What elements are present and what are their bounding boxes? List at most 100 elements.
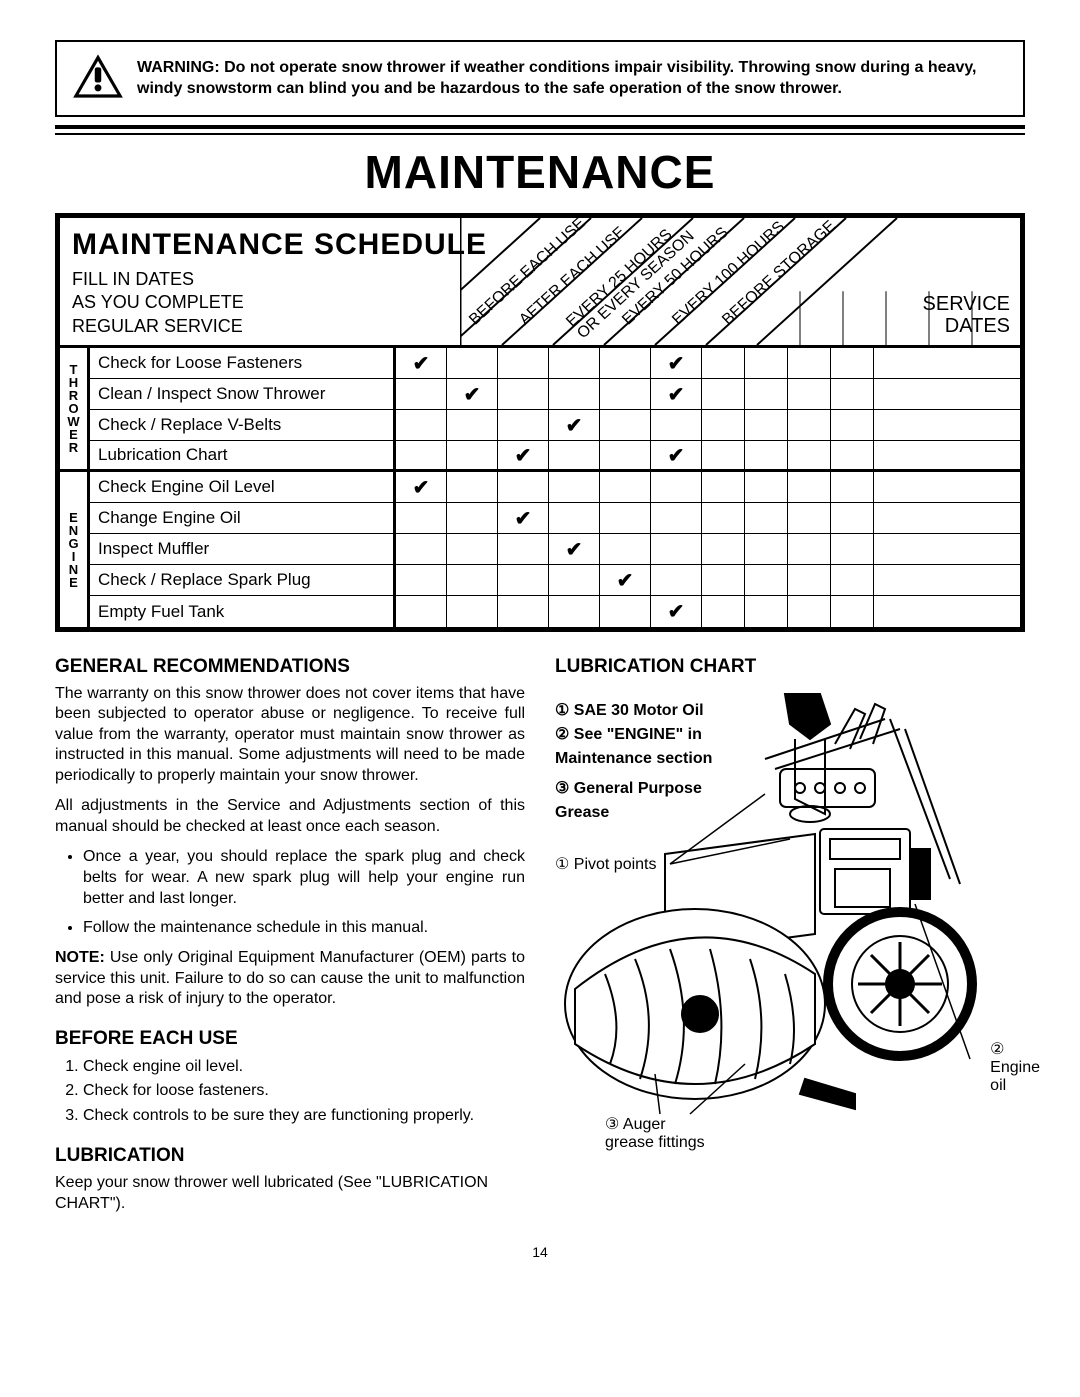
schedule-cell <box>600 348 651 378</box>
lubrication-diagram: ① SAE 30 Motor Oil ② See "ENGINE" in Mai… <box>555 684 1025 1164</box>
service-dates-label: SERVICE DATES <box>923 293 1010 337</box>
snow-thrower-icon <box>555 684 1025 1164</box>
schedule-cell <box>651 410 702 440</box>
task-label: Inspect Muffler <box>90 534 396 564</box>
beu-item-3: Check controls to be sure they are funct… <box>83 1105 525 1127</box>
horizontal-rule <box>55 125 1025 135</box>
schedule-cell <box>549 534 600 564</box>
task-label: Empty Fuel Tank <box>90 596 396 627</box>
schedule-header: MAINTENANCE SCHEDULE FILL IN DATES AS YO… <box>60 218 1020 348</box>
schedule-cell <box>549 379 600 409</box>
service-date-cell <box>788 441 831 469</box>
table-row: Change Engine Oil <box>90 503 1020 534</box>
schedule-cell <box>498 348 549 378</box>
service-date-cell <box>745 472 788 502</box>
schedule-cell <box>651 596 702 627</box>
schedule-cell <box>396 472 447 502</box>
service-date-cell <box>788 503 831 533</box>
service-date-cell <box>788 534 831 564</box>
service-date-cell <box>831 410 874 440</box>
schedule-cell <box>498 472 549 502</box>
lubrication-chart-heading: LUBRICATION CHART <box>555 656 1025 678</box>
task-label: Check / Replace V-Belts <box>90 410 396 440</box>
schedule-cell <box>396 379 447 409</box>
warning-triangle-icon <box>71 52 125 105</box>
category-column: THROWER ENGINE <box>60 348 90 627</box>
schedule-cell <box>447 534 498 564</box>
service-date-cell <box>745 348 788 378</box>
lubrication-p: Keep your snow thrower well lubricated (… <box>55 1173 525 1214</box>
maintenance-schedule-table: MAINTENANCE SCHEDULE FILL IN DATES AS YO… <box>55 213 1025 632</box>
schedule-cell <box>396 410 447 440</box>
cat-thrower: THROWER <box>60 348 87 472</box>
page-title: MAINTENANCE <box>55 145 1025 199</box>
service-date-cell <box>831 534 874 564</box>
service-date-cell <box>831 503 874 533</box>
schedule-cell <box>447 596 498 627</box>
schedule-cell <box>600 534 651 564</box>
warning-body: Do not operate snow thrower if weather c… <box>137 59 977 97</box>
schedule-subtitle: FILL IN DATES AS YOU COMPLETE REGULAR SE… <box>72 268 244 338</box>
right-column: LUBRICATION CHART ① SAE 30 Motor Oil ② S… <box>555 656 1025 1224</box>
note-text: Use only Original Equipment Manufacturer… <box>55 949 525 1007</box>
cat-engine: ENGINE <box>60 472 87 627</box>
schedule-cell <box>498 410 549 440</box>
table-row: Check / Replace V-Belts <box>90 410 1020 441</box>
schedule-cell <box>447 441 498 469</box>
warning-lead: WARNING: <box>137 59 220 76</box>
table-row: Check Engine Oil Level <box>90 472 1020 503</box>
general-p2: All adjustments in the Service and Adjus… <box>55 796 525 837</box>
schedule-cell <box>600 410 651 440</box>
schedule-cell <box>549 472 600 502</box>
schedule-cell <box>600 565 651 595</box>
beu-item-2: Check for loose fasteners. <box>83 1080 525 1102</box>
service-date-cell <box>831 379 874 409</box>
warning-box: WARNING: Do not operate snow thrower if … <box>55 40 1025 117</box>
schedule-cell <box>498 596 549 627</box>
schedule-cell <box>447 410 498 440</box>
bullet-2: Follow the maintenance schedule in this … <box>83 918 525 939</box>
schedule-cell <box>447 565 498 595</box>
left-column: GENERAL RECOMMENDATIONS The warranty on … <box>55 656 525 1224</box>
task-label: Change Engine Oil <box>90 503 396 533</box>
service-date-cell <box>831 472 874 502</box>
schedule-sub3: REGULAR SERVICE <box>72 315 244 338</box>
schedule-cell <box>651 472 702 502</box>
schedule-cell <box>396 534 447 564</box>
service-date-cell <box>788 410 831 440</box>
service-date-cell <box>702 441 745 469</box>
service-date-cell <box>702 379 745 409</box>
service-date-cell <box>745 596 788 627</box>
bullet-1: Once a year, you should replace the spar… <box>83 847 525 909</box>
warning-text: WARNING: Do not operate snow thrower if … <box>137 58 1009 100</box>
service-date-cell <box>745 565 788 595</box>
schedule-cell <box>498 503 549 533</box>
schedule-body: THROWER ENGINE Check for Loose Fasteners… <box>60 348 1020 627</box>
schedule-cell <box>651 565 702 595</box>
service-date-cell <box>702 565 745 595</box>
general-bullets: Once a year, you should replace the spar… <box>55 847 525 938</box>
service-l1: SERVICE <box>923 293 1010 315</box>
schedule-cell <box>651 534 702 564</box>
service-date-cell <box>788 565 831 595</box>
schedule-cell <box>651 379 702 409</box>
service-date-cell <box>788 379 831 409</box>
service-date-cell <box>874 379 917 409</box>
page-number: 14 <box>55 1244 1025 1260</box>
schedule-title: MAINTENANCE SCHEDULE <box>72 228 487 262</box>
schedule-cell <box>549 503 600 533</box>
table-row: Check / Replace Spark Plug <box>90 565 1020 596</box>
service-date-cell <box>831 348 874 378</box>
schedule-cell <box>549 441 600 469</box>
service-l2: DATES <box>923 315 1010 337</box>
schedule-cell <box>396 348 447 378</box>
schedule-sub2: AS YOU COMPLETE <box>72 291 244 314</box>
schedule-cell <box>447 503 498 533</box>
schedule-cell <box>600 441 651 469</box>
task-label: Clean / Inspect Snow Thrower <box>90 379 396 409</box>
note-bold: NOTE: <box>55 949 105 966</box>
schedule-cell <box>600 503 651 533</box>
service-date-cell <box>745 503 788 533</box>
table-row: Check for Loose Fasteners <box>90 348 1020 379</box>
schedule-cell <box>396 503 447 533</box>
